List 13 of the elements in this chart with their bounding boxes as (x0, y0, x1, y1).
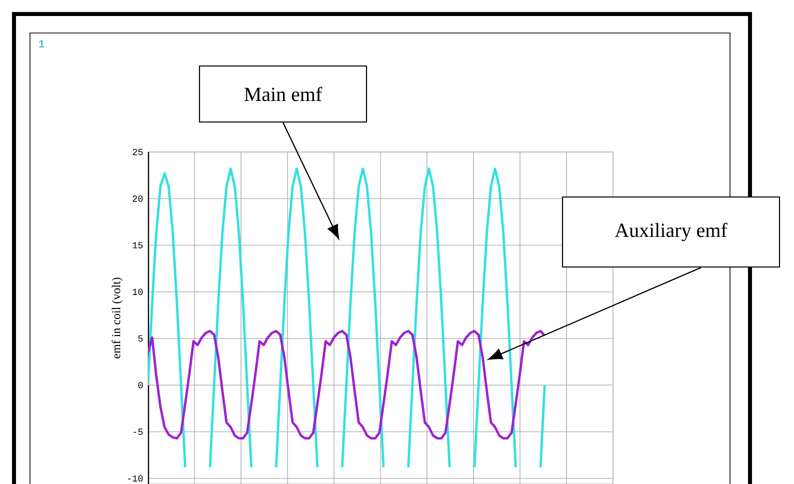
y-tick-label: -10 (128, 475, 143, 482)
text: 1 (39, 40, 44, 48)
y-axis-title: emf in coil (volt) (112, 278, 123, 358)
y-tick-label: 25 (132, 148, 143, 156)
y-tick-label: 20 (132, 195, 143, 202)
y-tick-label: 15 (132, 242, 143, 248)
y-tick-label: -5 (134, 428, 143, 435)
line-series (148, 330, 546, 440)
y-tick-label: 5 (138, 335, 143, 342)
text: Auxiliary emf (614, 222, 728, 242)
y-tick-label: 10 (132, 288, 143, 296)
y-tick-label: 0 (138, 382, 143, 388)
text: Main emf (244, 86, 322, 102)
